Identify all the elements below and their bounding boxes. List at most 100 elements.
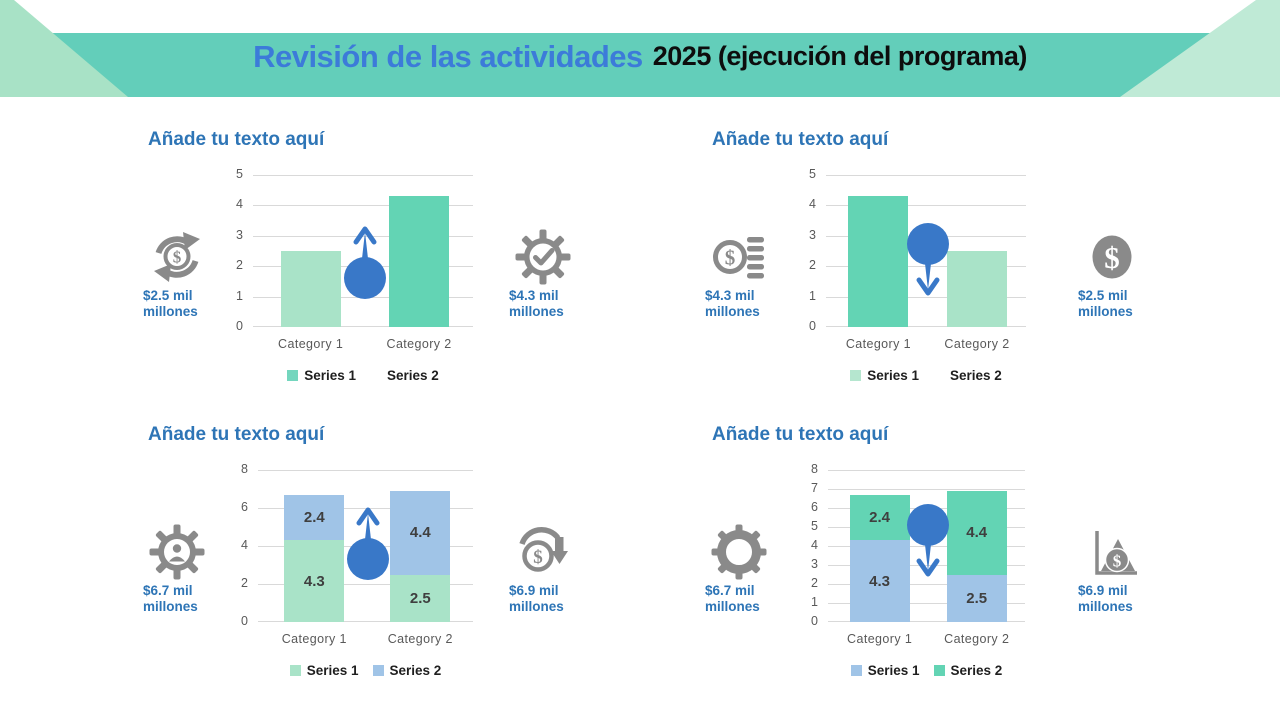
dollar-cycle-down-icon: $ bbox=[515, 524, 571, 580]
bar-segment: 4.3 bbox=[284, 540, 345, 622]
text-placeholder[interactable]: Añade tu texto aquí bbox=[712, 129, 889, 150]
x-axis-category-label: Category 1 bbox=[845, 337, 911, 351]
legend-label: Series 1 bbox=[867, 368, 919, 383]
y-axis-tick-label: 2 bbox=[809, 258, 816, 273]
legend-swatch bbox=[850, 370, 862, 381]
legend-item: Series 2 bbox=[370, 368, 439, 383]
x-axis-category-label: Category 2 bbox=[387, 632, 453, 646]
y-axis-tick-label: 2 bbox=[236, 258, 243, 273]
gridline bbox=[826, 175, 1026, 176]
gridline bbox=[828, 584, 1025, 585]
legend-item: Series 2 bbox=[933, 663, 1003, 678]
x-axis-category-label: Category 2 bbox=[944, 337, 1010, 351]
legend-label: Series 1 bbox=[304, 368, 356, 383]
gridline bbox=[826, 326, 1026, 327]
svg-text:$: $ bbox=[533, 547, 543, 568]
legend-swatch bbox=[289, 665, 301, 676]
legend-swatch bbox=[933, 370, 944, 381]
legend-swatch bbox=[287, 370, 299, 381]
bar-segment: 2.4 bbox=[284, 494, 345, 541]
corner-accent-left bbox=[0, 0, 128, 97]
bar-chart: 0 1 2 3 4 5 Category 1 Category 2 Series 1 Series… bbox=[236, 167, 473, 383]
y-axis-tick-label: 6 bbox=[241, 500, 248, 514]
bar bbox=[848, 196, 909, 327]
stat-right: $ $6.9 mil millones bbox=[1078, 524, 1182, 614]
legend-swatch bbox=[933, 665, 945, 676]
bar-segment: 4.3 bbox=[849, 540, 910, 622]
y-axis-tick-label: 3 bbox=[809, 227, 816, 242]
chart-legend: Series 1 Series 2 bbox=[253, 368, 473, 383]
y-axis-tick-label: 3 bbox=[811, 557, 818, 571]
chart-legend: Series 1 Series 2 bbox=[828, 663, 1025, 678]
svg-text:$: $ bbox=[173, 248, 182, 267]
bar-segment: 2.5 bbox=[390, 574, 451, 622]
gridline bbox=[828, 470, 1025, 471]
dollar-coins-icon: $ bbox=[711, 229, 767, 285]
y-axis-tick-label: 4 bbox=[241, 538, 248, 552]
legend-label: Series 2 bbox=[950, 663, 1003, 678]
y-axis-tick-label: 1 bbox=[809, 288, 816, 303]
gridline bbox=[253, 326, 473, 327]
trend-arrow-up-icon bbox=[343, 223, 387, 299]
chart-legend: Series 1 Series 2 bbox=[258, 663, 473, 678]
legend-item: Series 1 bbox=[850, 663, 920, 678]
text-placeholder[interactable]: Añade tu texto aquí bbox=[712, 424, 889, 445]
stat-unit: millones bbox=[1078, 598, 1133, 614]
y-axis-tick-label: 5 bbox=[236, 167, 243, 181]
stacked-bar-chart: 0 1 2 3 4 5 6 7 8 4.3 2.4 Category 1 2.5 4.4 Category … bbox=[811, 462, 1025, 678]
stat-value: $2.5 mil bbox=[143, 288, 193, 303]
corner-accent-right bbox=[1120, 0, 1280, 97]
legend-item: Series 1 bbox=[289, 663, 359, 678]
gear-check-icon bbox=[515, 229, 571, 285]
y-axis-tick-label: 6 bbox=[811, 500, 818, 514]
panel-bottom-right: Añade tu texto aquí $6.7 mil millones 0 1… bbox=[705, 415, 1270, 702]
chart-dollar-icon: $ bbox=[1084, 524, 1140, 580]
legend-item: Series 1 bbox=[287, 368, 356, 383]
svg-text:$: $ bbox=[1104, 240, 1120, 275]
gridline bbox=[828, 565, 1025, 566]
y-axis-tick-label: 4 bbox=[811, 538, 818, 552]
legend-label: Series 2 bbox=[387, 368, 439, 383]
legend-swatch bbox=[372, 665, 384, 676]
stat-unit: millones bbox=[1078, 303, 1133, 319]
stat-value: $6.9 mil bbox=[1078, 583, 1128, 598]
gridline bbox=[828, 621, 1025, 622]
header-banner bbox=[0, 33, 1280, 97]
y-axis-tick-label: 0 bbox=[236, 319, 243, 333]
bar-chart: 0 1 2 3 4 5 Category 1 Category 2 Series 1 Series… bbox=[809, 167, 1026, 383]
stat-left: $ $4.3 mil millones bbox=[705, 229, 809, 319]
y-axis-tick-label: 8 bbox=[241, 462, 248, 476]
stat-left: $6.7 mil millones bbox=[143, 524, 247, 614]
bar-segment: 2.5 bbox=[946, 574, 1007, 622]
stat-left: $6.7 mil millones bbox=[705, 524, 809, 614]
y-axis-tick-label: 7 bbox=[811, 481, 818, 495]
gear-icon bbox=[711, 524, 767, 580]
legend-swatch bbox=[850, 665, 862, 676]
text-placeholder[interactable]: Añade tu texto aquí bbox=[148, 129, 325, 150]
panel-top-right: Añade tu texto aquí $ $4.3 mil millones … bbox=[705, 120, 1270, 407]
text-placeholder[interactable]: Añade tu texto aquí bbox=[148, 424, 325, 445]
legend-swatch bbox=[370, 370, 381, 381]
stat-unit: millones bbox=[705, 303, 760, 319]
legend-item: Series 2 bbox=[933, 368, 1002, 383]
stat-right: $ $2.5 mil millones bbox=[1078, 229, 1182, 319]
y-axis-tick-label: 2 bbox=[811, 576, 818, 590]
slide-title: Revisión de las actividades 2025 (ejecuc… bbox=[0, 0, 1280, 97]
stat-unit: millones bbox=[509, 598, 564, 614]
gridline bbox=[253, 175, 473, 176]
svg-text:$: $ bbox=[725, 246, 736, 270]
bar-segment: 2.4 bbox=[849, 494, 910, 541]
slide-title-rest: 2025 (ejecución del programa) bbox=[652, 41, 1028, 71]
bar bbox=[389, 196, 450, 327]
bar-segment: 4.4 bbox=[946, 490, 1007, 575]
bar bbox=[280, 251, 341, 327]
stat-unit: millones bbox=[143, 598, 198, 614]
y-axis-tick-label: 8 bbox=[811, 462, 818, 476]
y-axis-tick-label: 0 bbox=[809, 319, 816, 333]
stat-left: $ $2.5 mil millones bbox=[143, 229, 247, 319]
legend-label: Series 2 bbox=[950, 368, 1002, 383]
gear-person-icon bbox=[149, 524, 205, 580]
y-axis-tick-label: 2 bbox=[241, 576, 248, 590]
legend-label: Series 1 bbox=[306, 663, 359, 678]
